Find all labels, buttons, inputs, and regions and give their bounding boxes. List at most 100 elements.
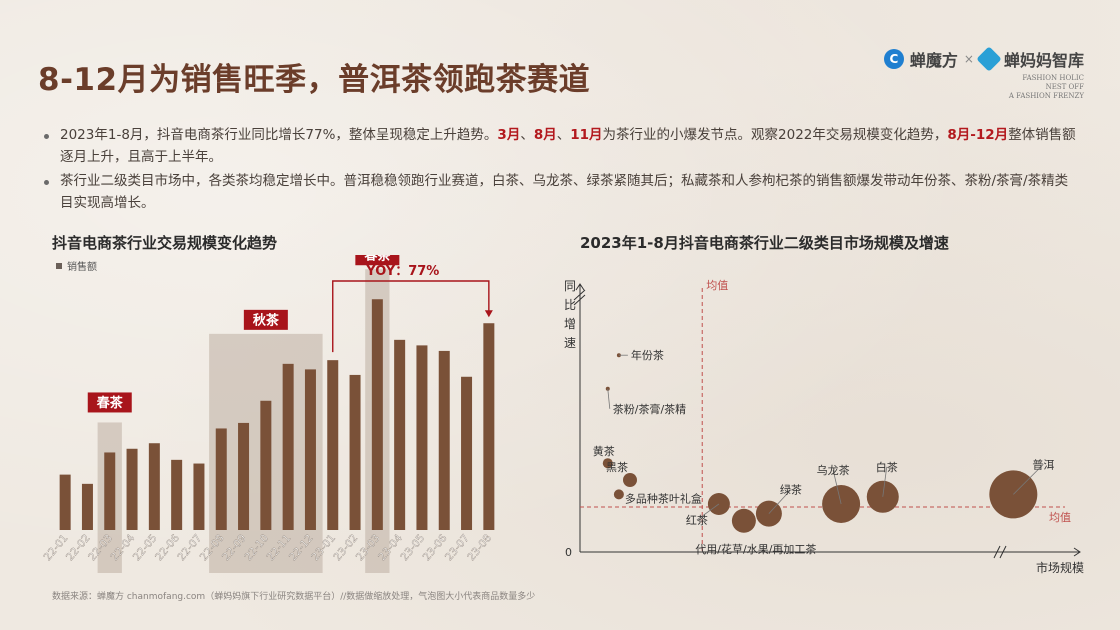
bar	[126, 448, 138, 530]
bar	[304, 369, 316, 530]
x-tick-label: 23-08	[465, 532, 494, 563]
season-label: 春茶	[96, 395, 124, 411]
avg-x-label: 均值	[706, 279, 728, 292]
bubble-leader-line	[607, 388, 611, 409]
bullet-item: 2023年1-8月，抖音电商茶行业同比增长77%，整体呈现稳定上升趋势。3月、8…	[40, 124, 1080, 168]
y-axis-label-char: 速	[564, 336, 576, 350]
slogan: FASHION HOLIC NEST OFF A FASHION FRENZY	[1009, 74, 1084, 101]
bar	[238, 422, 250, 530]
bullet-text: 茶行业二级类目市场中，各类茶均稳定增长中。普洱稳稳领跑行业赛道，白茶、乌龙茶、绿…	[60, 173, 1069, 211]
origin-label: 0	[565, 546, 572, 559]
bubble	[613, 489, 624, 500]
season-label: 秋茶	[253, 312, 280, 328]
bar	[327, 360, 339, 530]
bubble-leader-line	[1013, 464, 1044, 495]
bubble	[602, 458, 613, 469]
bar	[104, 452, 116, 530]
bubble-leader-line	[832, 469, 842, 505]
bubble	[707, 493, 730, 515]
y-axis-break-icon	[573, 289, 586, 306]
bubble-leader-line	[696, 503, 720, 521]
y-axis-label-char: 增	[564, 317, 576, 331]
bubble-chart-title: 2023年1-8月抖音电商茶行业二级类目市场规模及增速	[580, 234, 949, 252]
bubble	[623, 473, 637, 487]
bullet-dot-icon	[44, 134, 49, 139]
bubble-label: 黄茶	[593, 444, 615, 458]
bar-chart-title: 抖音电商茶行业交易规模变化趋势	[52, 234, 278, 252]
bubble-label: 黑茶	[606, 461, 628, 474]
x-axis-label: 市场规模	[1036, 560, 1084, 575]
bar	[438, 350, 450, 530]
season-label-box	[355, 255, 400, 266]
y-axis-label: 同比增速	[564, 279, 576, 350]
bar	[81, 483, 93, 530]
y-axis-arrow-icon	[575, 283, 585, 291]
legend-swatch	[56, 263, 62, 269]
bar	[215, 428, 227, 530]
bullet-list: 2023年1-8月，抖音电商茶行业同比增长77%，整体呈现稳定上升趋势。3月、8…	[40, 124, 1080, 216]
source-note: 数据来源：蝉魔方 chanmofang.com（蝉妈妈旗下行业研究数据平台）//…	[52, 592, 536, 602]
logo-separator: ×	[963, 52, 974, 66]
logo-area: C 蝉魔方 × 蝉妈妈智库	[883, 46, 1084, 72]
bubble-label: 年份茶	[631, 348, 664, 362]
bar	[193, 463, 205, 530]
bullet-highlight-text: 8月	[533, 127, 557, 143]
bubble	[605, 386, 610, 391]
y-axis-label-char: 比	[564, 298, 576, 312]
bar	[394, 339, 406, 530]
bullet-text: 、	[556, 127, 571, 143]
bar	[282, 363, 294, 530]
bar	[171, 459, 183, 530]
bullet-highlight-text: 8月-12月	[947, 127, 1009, 143]
yoy-label: YOY：77%	[365, 264, 439, 279]
bar	[349, 374, 361, 530]
yoy-arrow-line	[332, 280, 490, 353]
bar-chart: 销售额春茶秋茶春茶22-0122-0222-0322-0422-0522-062…	[41, 255, 495, 573]
slogan-line: A FASHION FRENZY	[1008, 92, 1084, 100]
bar	[371, 299, 383, 530]
bubble-label: 绿茶	[780, 483, 802, 497]
bullet-dot-icon	[44, 180, 49, 185]
bubble-label: 代用/花草/水果/再加工茶	[695, 543, 816, 556]
bar	[461, 376, 473, 530]
bar	[260, 400, 272, 530]
x-axis-arrow-icon	[1073, 547, 1081, 557]
bullet-text: 为茶行业的小爆发节点。观察2022年交易规模变化趋势，	[602, 127, 948, 143]
bar	[416, 345, 428, 530]
avg-y-label: 均值	[1049, 511, 1071, 524]
logo-brand-text: 蝉魔方	[909, 51, 958, 70]
bubble-label: 多品种茶叶礼盒	[625, 491, 702, 505]
bullet-item: 茶行业二级类目市场中，各类茶均稳定增长中。普洱稳稳领跑行业赛道，白茶、乌龙茶、绿…	[40, 170, 1080, 214]
bar	[59, 474, 71, 530]
season-label-box	[87, 392, 132, 413]
bubble-label: 红茶	[686, 514, 708, 527]
season-label: 春茶	[363, 255, 391, 264]
bubble-label: 茶粉/茶膏/茶精	[613, 402, 686, 416]
bubble-label: 白茶	[876, 460, 898, 474]
bubble-chart: 0同比增速市场规模均值均值年份茶茶粉/茶膏/茶精黄茶黑茶多品种茶叶礼盒红茶代用/…	[564, 279, 1084, 575]
bubble-leader-line	[882, 466, 888, 497]
bubble-label: 乌龙茶	[817, 463, 850, 477]
bubble	[731, 508, 756, 533]
bubble-label: 普洱	[1032, 457, 1054, 471]
chanmama-logo-icon	[976, 46, 1002, 72]
bubble-leader-line	[768, 489, 792, 514]
yoy-arrowhead-icon	[484, 310, 493, 318]
bar	[483, 323, 495, 530]
page-title: 8-12月为销售旺季，普洱茶领跑茶赛道	[38, 62, 591, 98]
y-axis-label-char: 同	[564, 279, 576, 293]
bullet-highlight-text: 3月	[497, 127, 521, 143]
season-label-box	[243, 309, 288, 330]
bullet-text: 2023年1-8月，抖音电商茶行业同比增长77%，整体呈现稳定上升趋势。	[60, 127, 498, 143]
bullet-text: 整体销售额逐月上升，且高于上半年。	[60, 127, 1076, 165]
slogan-line: FASHION HOLIC	[1022, 74, 1084, 82]
slogan-line: NEST OFF	[1045, 83, 1084, 91]
logo-partner-text: 蝉妈妈智库	[1003, 51, 1084, 70]
chanmofang-logo-icon: C	[883, 49, 904, 69]
bullet-text: 、	[520, 127, 534, 143]
x-axis-break-icon	[993, 545, 1007, 559]
bullet-highlight-text: 11月	[570, 127, 603, 143]
legend-label: 销售额	[67, 260, 97, 273]
bar	[148, 443, 160, 530]
